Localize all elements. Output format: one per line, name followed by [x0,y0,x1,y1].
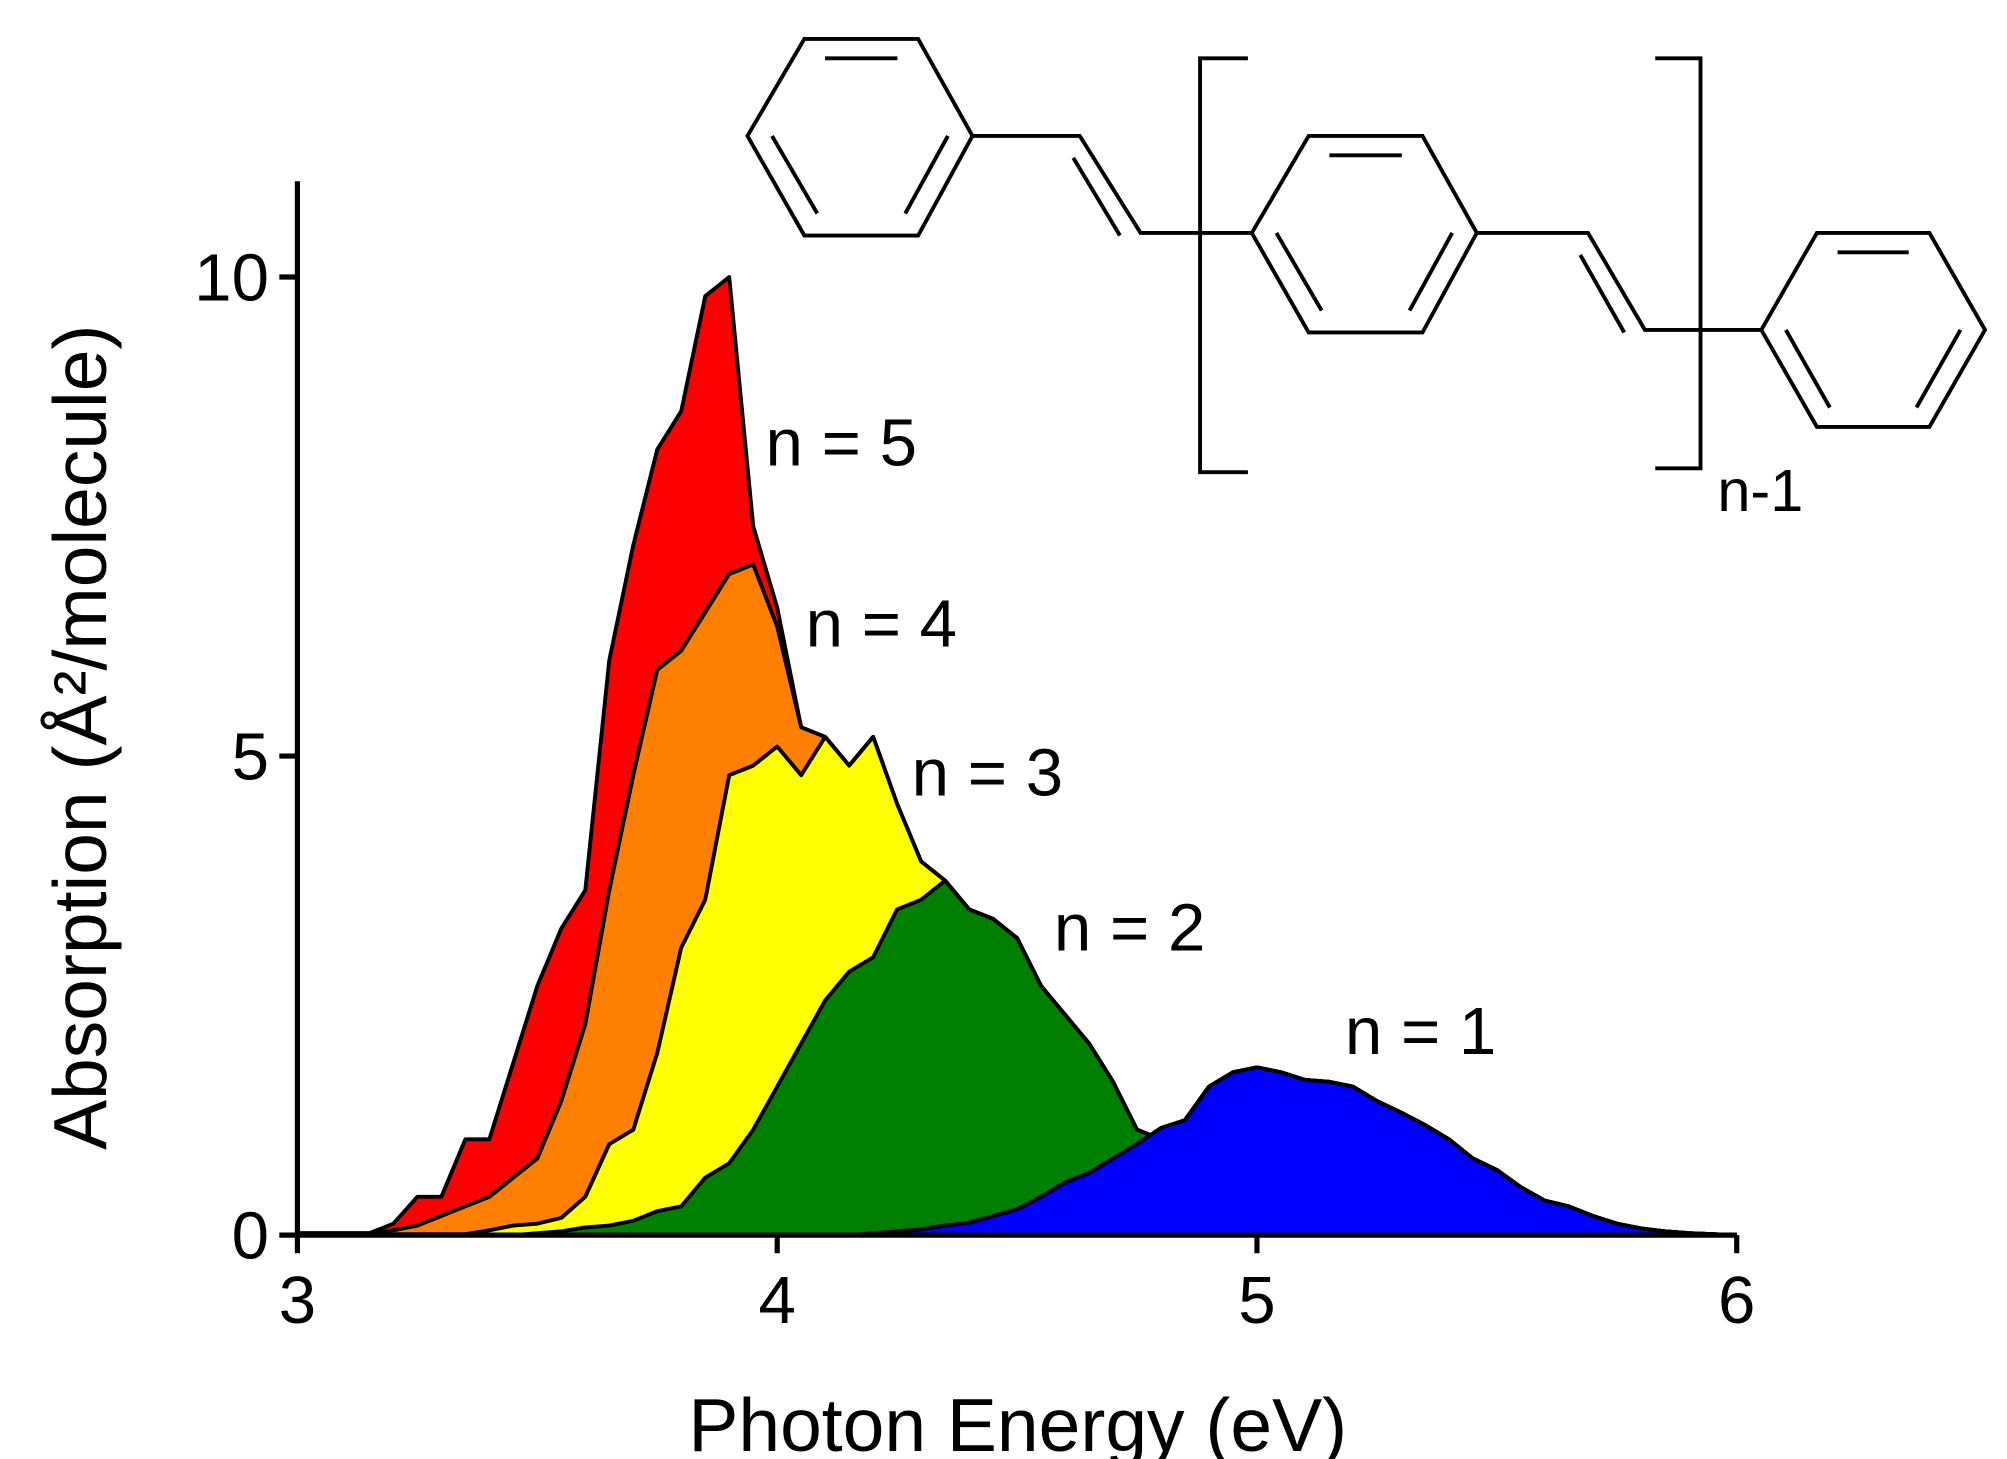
series-label: n = 3 [912,735,1063,810]
series-label: n = 4 [806,587,957,662]
double-bond [903,135,950,215]
double-bond [1914,328,1963,409]
molecule-structure [745,37,1988,475]
vinyl-bond [1476,230,1762,332]
double-bond [1407,231,1454,312]
series-label: n = 1 [1345,994,1496,1069]
benzene-ring [1249,133,1480,335]
bracket [1655,56,1703,471]
double-bond [770,134,819,215]
x-tick-label: 6 [1718,1263,1755,1338]
x-tick-label: 3 [279,1263,316,1338]
double-bond [1071,156,1122,237]
double-bond [1578,253,1626,334]
y-tick-label: 10 [194,240,269,315]
bracket [1198,56,1248,475]
benzene-ring [1759,230,1988,429]
x-axis-title: Photon Energy (eV) [688,1383,1347,1459]
x-tick-label: 5 [1238,1263,1275,1338]
double-bond [1274,231,1324,312]
benzene-ring [745,37,975,238]
x-tick-label: 4 [758,1263,795,1338]
repeat-label: n-1 [1717,457,1803,524]
y-axis-title: Absorption (Å²/molecule) [38,325,122,1150]
series-label: n = 2 [1054,891,1205,966]
area-fill [297,1067,1737,1236]
vinyl-bond [972,133,1252,235]
series-label: n = 5 [766,406,917,481]
y-tick-label: 0 [232,1198,269,1273]
y-tick-label: 5 [232,719,269,794]
double-bond [1784,328,1832,409]
